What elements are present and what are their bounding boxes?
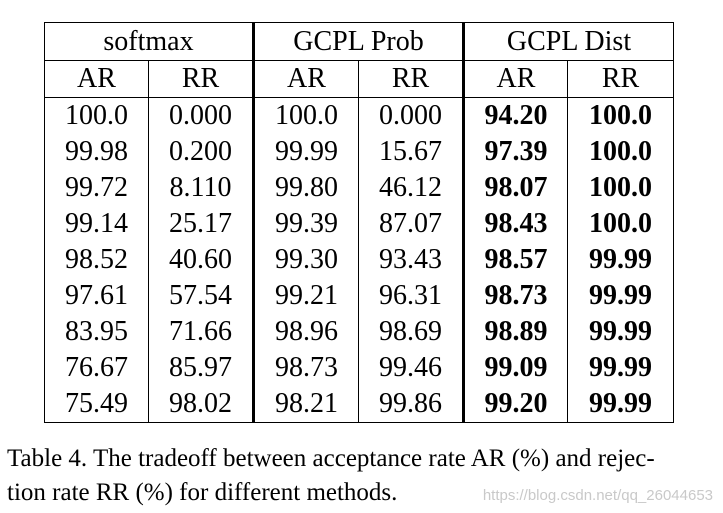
cell-gcpl-dist-ar: 94.20 (462, 97, 568, 134)
cell-gcpl-dist-rr: 99.99 (567, 242, 674, 278)
cell-softmax-ar: 99.72 (44, 170, 149, 206)
table-row: 97.61 57.54 99.21 96.31 98.73 99.99 (44, 278, 674, 314)
cell-gcpl-dist-ar: 98.89 (462, 314, 568, 350)
cell-gcpl-prob-ar: 99.39 (252, 206, 359, 242)
group-header-gcpl-prob: GCPL Prob (252, 22, 464, 61)
cell-gcpl-prob-ar: 99.80 (252, 170, 359, 206)
cell-softmax-ar: 75.49 (44, 386, 149, 423)
cell-softmax-rr: 98.02 (148, 386, 254, 423)
cell-softmax-rr: 57.54 (148, 278, 254, 314)
table-row: 83.95 71.66 98.96 98.69 98.89 99.99 (44, 314, 674, 350)
cell-gcpl-dist-ar: 97.39 (462, 134, 568, 170)
cell-gcpl-prob-rr: 98.69 (358, 314, 464, 350)
cell-softmax-rr: 40.60 (148, 242, 254, 278)
cell-gcpl-prob-rr: 15.67 (358, 134, 464, 170)
cell-gcpl-dist-rr: 99.99 (567, 350, 674, 386)
cell-gcpl-prob-ar: 99.21 (252, 278, 359, 314)
cell-gcpl-dist-ar: 98.07 (462, 170, 568, 206)
cell-gcpl-prob-rr: 0.000 (358, 97, 464, 134)
table-row: 98.52 40.60 99.30 93.43 98.57 99.99 (44, 242, 674, 278)
subheader-gcpl-dist-ar: AR (462, 60, 568, 98)
subheader-gcpl-prob-ar: AR (252, 60, 359, 98)
cell-gcpl-prob-ar: 98.21 (252, 386, 359, 423)
cell-gcpl-dist-rr: 100.0 (567, 97, 674, 134)
group-header-softmax: softmax (44, 22, 254, 61)
cell-gcpl-dist-rr: 100.0 (567, 170, 674, 206)
cell-softmax-ar: 83.95 (44, 314, 149, 350)
caption-line-2: tion rate RR (%) for different methods. (7, 479, 398, 506)
cell-gcpl-dist-ar: 99.09 (462, 350, 568, 386)
results-table-container: softmax GCPL Prob GCPL Dist AR RR AR RR … (44, 22, 674, 423)
cell-gcpl-prob-rr: 93.43 (358, 242, 464, 278)
cell-gcpl-dist-rr: 99.99 (567, 278, 674, 314)
table-group-header-row: softmax GCPL Prob GCPL Dist (44, 22, 674, 61)
cell-gcpl-prob-rr: 99.46 (358, 350, 464, 386)
cell-gcpl-dist-rr: 100.0 (567, 206, 674, 242)
table-subheader-row: AR RR AR RR AR RR (44, 60, 674, 98)
cell-softmax-ar: 99.14 (44, 206, 149, 242)
cell-softmax-ar: 98.52 (44, 242, 149, 278)
cell-gcpl-prob-rr: 96.31 (358, 278, 464, 314)
cell-softmax-rr: 85.97 (148, 350, 254, 386)
subheader-gcpl-prob-rr: RR (358, 60, 464, 98)
cell-softmax-rr: 0.200 (148, 134, 254, 170)
cell-gcpl-prob-ar: 98.96 (252, 314, 359, 350)
cell-gcpl-dist-ar: 99.20 (462, 386, 568, 423)
cell-gcpl-dist-rr: 100.0 (567, 134, 674, 170)
cell-softmax-rr: 8.110 (148, 170, 254, 206)
cell-softmax-ar: 76.67 (44, 350, 149, 386)
watermark-text: https://blog.csdn.net/qq_26044653 (482, 487, 713, 504)
cell-softmax-ar: 100.0 (44, 97, 149, 134)
cell-gcpl-prob-ar: 99.99 (252, 134, 359, 170)
cell-softmax-ar: 99.98 (44, 134, 149, 170)
cell-gcpl-prob-ar: 99.30 (252, 242, 359, 278)
table-row: 100.0 0.000 100.0 0.000 94.20 100.0 (44, 97, 674, 134)
cell-softmax-rr: 25.17 (148, 206, 254, 242)
subheader-softmax-ar: AR (44, 60, 149, 98)
table-row: 99.72 8.110 99.80 46.12 98.07 100.0 (44, 170, 674, 206)
table-row: 75.49 98.02 98.21 99.86 99.20 99.99 (44, 386, 674, 423)
cell-softmax-rr: 71.66 (148, 314, 254, 350)
cell-gcpl-dist-rr: 99.99 (567, 314, 674, 350)
results-table: softmax GCPL Prob GCPL Dist AR RR AR RR … (44, 22, 674, 423)
cell-softmax-ar: 97.61 (44, 278, 149, 314)
cell-gcpl-dist-ar: 98.57 (462, 242, 568, 278)
subheader-softmax-rr: RR (148, 60, 254, 98)
cell-gcpl-prob-rr: 99.86 (358, 386, 464, 423)
group-header-gcpl-dist: GCPL Dist (462, 22, 674, 61)
table-body: 100.0 0.000 100.0 0.000 94.20 100.0 99.98 0.200… (44, 97, 674, 423)
cell-softmax-rr: 0.000 (148, 97, 254, 134)
subheader-gcpl-dist-rr: RR (567, 60, 674, 98)
cell-gcpl-dist-ar: 98.73 (462, 278, 568, 314)
cell-gcpl-prob-rr: 46.12 (358, 170, 464, 206)
table-caption: Table 4. The tradeoff between acceptance… (7, 442, 713, 510)
cell-gcpl-prob-ar: 98.73 (252, 350, 359, 386)
caption-line-1: Table 4. The tradeoff between acceptance… (7, 445, 655, 472)
cell-gcpl-dist-rr: 99.99 (567, 386, 674, 423)
cell-gcpl-prob-ar: 100.0 (252, 97, 359, 134)
cell-gcpl-prob-rr: 87.07 (358, 206, 464, 242)
table-row: 76.67 85.97 98.73 99.46 99.09 99.99 (44, 350, 674, 386)
cell-gcpl-dist-ar: 98.43 (462, 206, 568, 242)
table-row: 99.98 0.200 99.99 15.67 97.39 100.0 (44, 134, 674, 170)
table-row: 99.14 25.17 99.39 87.07 98.43 100.0 (44, 206, 674, 242)
